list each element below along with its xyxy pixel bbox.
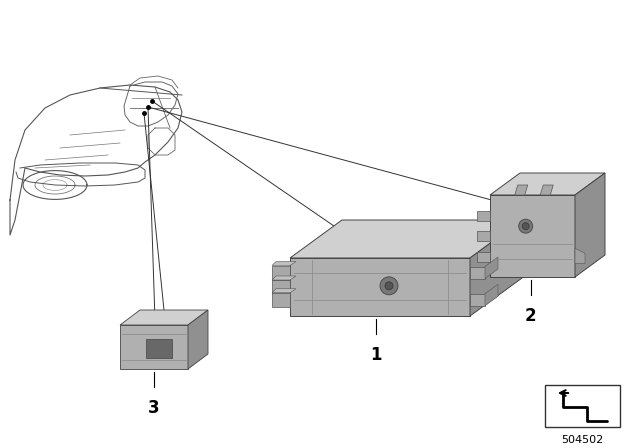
Polygon shape	[272, 262, 296, 266]
Circle shape	[522, 223, 529, 230]
Polygon shape	[485, 284, 498, 306]
Polygon shape	[470, 294, 485, 306]
Polygon shape	[290, 220, 522, 258]
FancyBboxPatch shape	[146, 339, 172, 358]
Polygon shape	[272, 276, 296, 280]
Text: 504502: 504502	[561, 435, 604, 445]
Bar	[545, 385, 620, 427]
Text: 2: 2	[525, 307, 536, 325]
Text: 3: 3	[148, 399, 160, 417]
Polygon shape	[470, 267, 485, 279]
Polygon shape	[540, 185, 553, 195]
Circle shape	[385, 282, 393, 290]
Polygon shape	[290, 258, 470, 316]
Polygon shape	[272, 280, 290, 294]
Polygon shape	[470, 220, 522, 316]
Polygon shape	[477, 211, 490, 220]
Polygon shape	[515, 185, 528, 195]
Polygon shape	[490, 195, 575, 277]
Circle shape	[518, 219, 532, 233]
Polygon shape	[485, 257, 498, 279]
Polygon shape	[272, 266, 290, 280]
Polygon shape	[188, 310, 208, 369]
Circle shape	[380, 277, 398, 295]
Polygon shape	[575, 248, 585, 263]
Text: 1: 1	[371, 346, 382, 364]
Polygon shape	[120, 310, 208, 325]
Polygon shape	[120, 325, 188, 369]
Polygon shape	[477, 251, 490, 262]
Polygon shape	[477, 231, 490, 241]
Polygon shape	[272, 293, 290, 307]
Polygon shape	[272, 289, 296, 293]
Polygon shape	[575, 173, 605, 277]
Polygon shape	[490, 173, 605, 195]
